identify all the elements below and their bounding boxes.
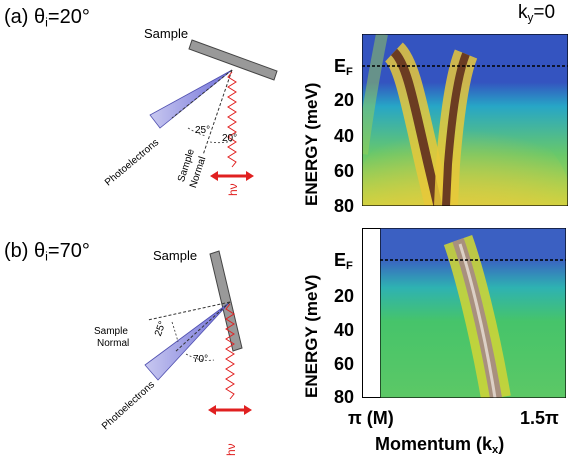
panel-a-title: (a) θi=20° bbox=[4, 6, 90, 29]
panel-b-schematic bbox=[144, 250, 252, 415]
angle-arc-1 bbox=[187, 127, 207, 137]
panel-a-theta: θ bbox=[34, 6, 46, 28]
panel-a-angle2: 20° bbox=[222, 133, 238, 144]
heatmap-a-ylabel: ENERGY (meV) bbox=[302, 82, 321, 206]
heatmap-b-ytick-60: 60 bbox=[334, 354, 355, 374]
panel-b-theta: θ bbox=[34, 240, 46, 262]
panel-b-angle-value: =70° bbox=[47, 240, 90, 262]
heatmap-a bbox=[362, 34, 568, 206]
panel-a-theta-sub: i bbox=[45, 15, 48, 30]
xtick-right: 1.5π bbox=[520, 408, 559, 428]
emission-axis-line-b bbox=[174, 301, 231, 353]
band-a-right bbox=[442, 52, 470, 206]
panel-b-sample-normal-1: Sample bbox=[94, 326, 128, 337]
x-axis-label: Momentum (kx) bbox=[375, 434, 505, 457]
heatmap-b-ytick-40: 40 bbox=[334, 320, 355, 340]
xtick-left: π (M) bbox=[348, 408, 394, 428]
emission-axis-line bbox=[171, 69, 233, 119]
angle-arc-2 bbox=[209, 139, 235, 144]
heatmap-b-ef-label: EF bbox=[334, 250, 353, 273]
sample-normal-line-b bbox=[147, 301, 231, 321]
heatmap-b-ylabel: ENERGY (meV) bbox=[302, 274, 321, 398]
photoelectron-cone bbox=[149, 69, 233, 129]
panel-a-angle1: 25° bbox=[195, 125, 211, 136]
heatmap-b-ytick-20: 20 bbox=[334, 286, 355, 306]
panel-b-sample-normal-2: Normal bbox=[97, 338, 130, 349]
panel-a-angle-value: =20° bbox=[47, 6, 90, 28]
ky-k: k bbox=[518, 2, 528, 23]
heatmap-a-ef-label: EF bbox=[334, 56, 353, 79]
panel-a-schematic bbox=[149, 39, 278, 181]
heatmap-b-ytick-80: 80 bbox=[334, 387, 355, 407]
heatmap-a-ytick-40: 40 bbox=[334, 126, 355, 146]
panel-b-angle2: 70° bbox=[193, 354, 209, 365]
panel-a-letter: (a) bbox=[4, 6, 29, 28]
photon-wave bbox=[227, 71, 237, 168]
heatmap-b bbox=[380, 228, 566, 398]
photon-wave-b bbox=[225, 303, 235, 400]
panel-a-sample-label: Sample bbox=[144, 26, 189, 41]
panel-b-theta-sub: i bbox=[45, 249, 48, 264]
panel-b-sample-label: Sample bbox=[153, 248, 198, 263]
panel-a-hv: hν bbox=[226, 183, 240, 196]
ky-value: =0 bbox=[533, 2, 556, 23]
heatmap-a-ytick-20: 20 bbox=[334, 90, 355, 110]
panel-b-title: (b) θi=70° bbox=[4, 240, 90, 263]
band-a-left bbox=[390, 48, 443, 206]
panel-b-letter: (b) bbox=[4, 240, 29, 262]
panel-b-hv: hν bbox=[224, 443, 238, 456]
heatmap-b-left-blank bbox=[362, 228, 380, 398]
heatmap-a-ytick-80: 80 bbox=[334, 196, 355, 216]
angle-arc-b1 bbox=[171, 321, 179, 343]
heatmap-a-ytick-60: 60 bbox=[334, 161, 355, 181]
sample-plate-b bbox=[209, 250, 243, 352]
ky-label: ky=0 bbox=[518, 2, 555, 24]
ky-sub: y bbox=[527, 11, 534, 25]
sample-plate bbox=[188, 39, 278, 81]
